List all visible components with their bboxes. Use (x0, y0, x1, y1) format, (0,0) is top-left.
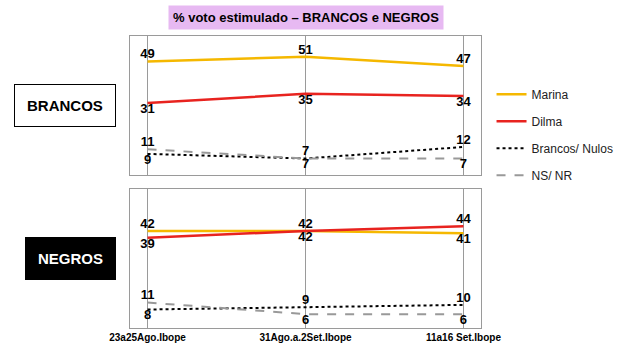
svg-text:9: 9 (302, 292, 309, 307)
svg-text:11: 11 (141, 287, 155, 302)
svg-text:44: 44 (456, 211, 471, 226)
svg-text:BRANCOS: BRANCOS (27, 97, 103, 114)
svg-text:39: 39 (140, 236, 154, 251)
svg-text:7: 7 (302, 156, 309, 171)
svg-text:42: 42 (140, 216, 154, 231)
svg-text:11a16 Set.Ibope: 11a16 Set.Ibope (426, 332, 501, 343)
svg-text:6: 6 (460, 312, 467, 327)
svg-text:8: 8 (144, 307, 151, 322)
svg-text:42: 42 (298, 216, 312, 231)
svg-text:31Ago.a.2Set.Ibope: 31Ago.a.2Set.Ibope (259, 332, 352, 343)
svg-text:10: 10 (456, 290, 470, 305)
svg-text:49: 49 (140, 46, 154, 61)
svg-text:41: 41 (456, 231, 470, 246)
svg-text:7: 7 (302, 143, 309, 158)
svg-text:42: 42 (298, 229, 312, 244)
svg-text:11: 11 (141, 134, 155, 149)
svg-text:51: 51 (298, 42, 312, 57)
svg-text:31: 31 (140, 101, 154, 116)
svg-text:7: 7 (460, 156, 467, 171)
svg-text:34: 34 (456, 94, 471, 109)
svg-text:12: 12 (456, 132, 470, 147)
svg-text:47: 47 (456, 51, 470, 66)
svg-text:% voto estimulado – BRANCOS e: % voto estimulado – BRANCOS e NEGROS (173, 10, 439, 25)
svg-text:6: 6 (302, 312, 309, 327)
svg-text:NEGROS: NEGROS (38, 250, 103, 267)
svg-text:Dilma: Dilma (532, 115, 563, 129)
svg-text:Marina: Marina (532, 88, 569, 102)
svg-text:23a25Ago.Ibope: 23a25Ago.Ibope (109, 332, 186, 343)
svg-text:NS/ NR: NS/ NR (532, 169, 573, 183)
svg-text:Brancos/ Nulos: Brancos/ Nulos (532, 142, 613, 156)
svg-text:35: 35 (298, 92, 312, 107)
svg-text:9: 9 (144, 152, 151, 167)
